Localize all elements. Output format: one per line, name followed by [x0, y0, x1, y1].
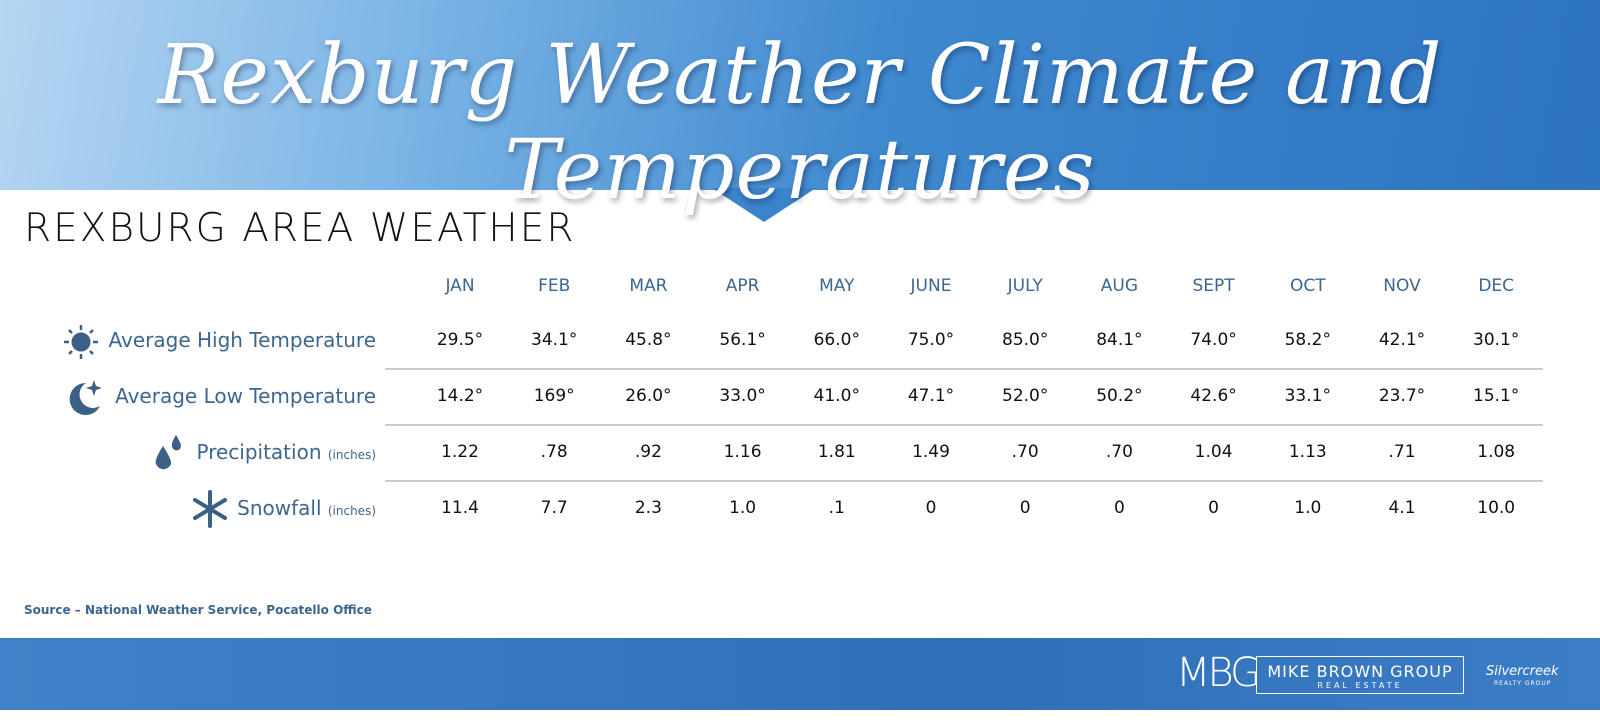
table-cell: 26.0° [625, 386, 672, 406]
table-cell: .1 [828, 498, 845, 518]
table-cell: .92 [634, 442, 662, 462]
table-cell: 50.2° [1096, 386, 1143, 406]
row-label-text: Average High Temperature [108, 328, 377, 352]
brand-sub: REAL ESTATE [1317, 681, 1403, 690]
row-label: Precipitation (inches) [196, 440, 376, 464]
row-label: Average Low Temperature [115, 384, 376, 408]
column-header: NOV [1383, 276, 1421, 296]
partner-sub: REALTY GROUP [1494, 680, 1552, 687]
table-cell: 66.0° [813, 330, 860, 350]
table-cell: 42.6° [1190, 386, 1237, 406]
table-cell: 14.2° [436, 386, 484, 406]
drops-icon [155, 435, 181, 470]
partner-name: Silvercreek [1486, 664, 1559, 679]
table-cell: 1.22 [441, 442, 479, 462]
column-header: JULY [1007, 276, 1043, 296]
row-label-text: Precipitation [196, 440, 322, 464]
header-notch [712, 188, 816, 222]
table-cell: 1.04 [1194, 442, 1233, 462]
table-cell: 1.13 [1288, 442, 1327, 462]
table-cell: .70 [1105, 442, 1133, 462]
column-header: SEPT [1192, 276, 1235, 296]
logo-mark: MBG [1176, 650, 1261, 696]
header-banner [0, 0, 1600, 190]
table-cell: 0 [1019, 498, 1031, 518]
table-cell: 30.1° [1473, 330, 1520, 350]
snowflake-icon [193, 490, 227, 528]
brand-name: MIKE BROWN GROUP [1267, 662, 1453, 681]
row-label-text: Average Low Temperature [115, 384, 376, 408]
row-unit: (inches) [327, 448, 376, 462]
column-header: FEB [538, 276, 571, 296]
sun-icon [64, 325, 98, 359]
moon-icon [69, 380, 102, 415]
table-cell: 41.0° [813, 386, 860, 406]
table-cell: 58.2° [1284, 330, 1331, 350]
row-divider [385, 480, 1543, 482]
row-unit: (inches) [327, 504, 376, 518]
table-cell: 1.08 [1477, 442, 1516, 462]
table-cell: 0 [1208, 498, 1219, 518]
table-cell: 34.1° [531, 330, 578, 350]
row-label: Average High Temperature [109, 328, 377, 352]
table-cell: 0 [1113, 498, 1125, 518]
table-cell: .71 [1388, 442, 1416, 462]
table-cell: 2.3 [634, 498, 662, 518]
column-header: JAN [445, 276, 475, 296]
column-header: JUNE [910, 276, 952, 296]
table-cell: 1.49 [912, 442, 950, 462]
table-cell: 23.7° [1378, 386, 1426, 406]
row-icons [64, 325, 227, 528]
column-header: APR [725, 276, 760, 296]
row-label: Snowfall (inches) [237, 496, 376, 520]
table-cell: 52.0° [1002, 386, 1049, 406]
table-cell: 4.1 [1388, 498, 1416, 518]
column-header: MAY [819, 276, 855, 296]
footer-band [0, 638, 1600, 710]
table-cell: 169° [533, 386, 575, 406]
table-cell: 1.0 [1294, 498, 1322, 518]
section-title: REXBURG AREA WEATHER [24, 206, 576, 251]
brand-box: MIKE BROWN GROUP REAL ESTATE [1256, 656, 1464, 694]
table-cell: 15.1° [1473, 386, 1520, 406]
table-cell: 1.81 [817, 442, 856, 462]
table-cell: 1.0 [729, 498, 757, 518]
table-cell: 56.1° [719, 330, 766, 350]
table-cell: 1.16 [723, 442, 762, 462]
table-cell: 75.0° [907, 330, 955, 350]
row-label-text: Snowfall [237, 496, 322, 520]
table-cell: 74.0° [1190, 330, 1237, 350]
table-cell: 33.0° [719, 386, 766, 406]
table-cell: 29.5° [436, 330, 484, 350]
table-cell: .78 [540, 442, 568, 462]
table-cell: 85.0° [1002, 330, 1049, 350]
column-header: AUG [1100, 276, 1139, 296]
table-cell: 10.0 [1477, 498, 1516, 518]
column-header: MAR [629, 276, 668, 296]
table-cell: 84.1° [1096, 330, 1143, 350]
table-cell: 42.1° [1378, 330, 1426, 350]
page-title: Rexburg Weather Climate and Temperatures [157, 28, 1443, 218]
row-divider [385, 368, 1543, 370]
table-cell: 47.1° [907, 386, 955, 406]
table-cell: 33.1° [1284, 386, 1331, 406]
source-note: Source – National Weather Service, Pocat… [24, 603, 372, 617]
table-cell: .70 [1011, 442, 1039, 462]
column-header: DEC [1478, 276, 1515, 296]
table-cell: 45.8° [625, 330, 672, 350]
table-cell: 7.7 [540, 498, 568, 518]
table-cell: 11.4 [441, 498, 479, 518]
table-cell: 0 [925, 498, 937, 518]
row-divider [385, 424, 1543, 426]
column-header: OCT [1289, 276, 1326, 296]
